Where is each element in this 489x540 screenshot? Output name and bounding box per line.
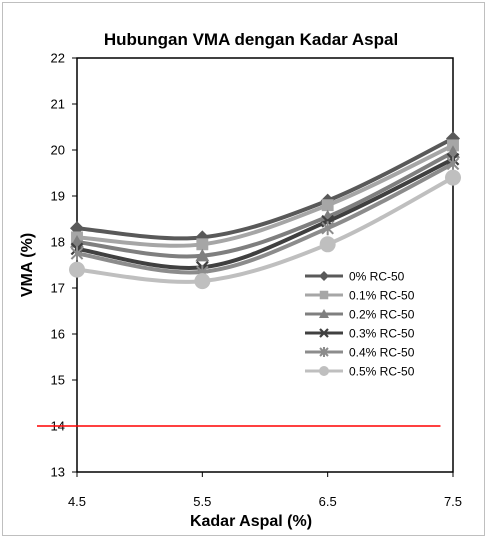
x-tick-label: 4.5 bbox=[68, 494, 86, 509]
y-tick-label: 16 bbox=[51, 327, 65, 342]
legend-swatch-marker bbox=[319, 366, 329, 376]
legend-label: 0.5% RC-50 bbox=[349, 365, 415, 379]
legend-label: 0% RC-50 bbox=[349, 270, 405, 284]
data-point bbox=[321, 221, 334, 236]
legend-item: 0.4% RC-50 bbox=[305, 346, 415, 360]
legend-item: 0.1% RC-50 bbox=[305, 289, 415, 303]
legend-swatch-marker bbox=[319, 271, 329, 281]
series-group bbox=[69, 131, 461, 290]
legend-item: 0.3% RC-50 bbox=[305, 327, 415, 341]
x-tick-label: 6.5 bbox=[319, 494, 337, 509]
legend-item: 0.5% RC-50 bbox=[305, 365, 415, 379]
legend-swatch-marker bbox=[319, 309, 329, 318]
series-line bbox=[75, 157, 455, 270]
data-point bbox=[446, 156, 460, 171]
x-tick-label: 7.5 bbox=[444, 494, 462, 509]
legend-item: 0.2% RC-50 bbox=[305, 308, 415, 322]
legend-label: 0.1% RC-50 bbox=[349, 289, 415, 303]
y-tick-label: 13 bbox=[51, 465, 65, 480]
data-point bbox=[196, 238, 209, 251]
series-line bbox=[75, 161, 455, 275]
series-line bbox=[75, 143, 455, 248]
y-axis-label: VMA (%) bbox=[19, 233, 36, 297]
legend-item: 0% RC-50 bbox=[305, 270, 405, 284]
y-tick-label: 22 bbox=[51, 51, 65, 66]
data-point bbox=[70, 246, 84, 261]
x-axis-ticks: 4.5 5.5 6.5 7.5 bbox=[68, 472, 462, 509]
series-5 bbox=[69, 169, 461, 290]
legend-swatch-marker bbox=[319, 347, 329, 357]
legend-label: 0.3% RC-50 bbox=[349, 327, 415, 341]
data-point bbox=[69, 261, 85, 278]
legend: 0% RC-50 0.1% RC-50 0.2% RC-50 0.3% RC-50 0.… bbox=[305, 270, 415, 379]
data-point bbox=[445, 169, 461, 186]
x-tick-label: 5.5 bbox=[193, 494, 211, 509]
data-point bbox=[321, 199, 334, 212]
y-tick-label: 18 bbox=[51, 235, 65, 250]
series-line bbox=[75, 136, 455, 241]
chart-title: Hubungan VMA dengan Kadar Aspal bbox=[104, 30, 398, 49]
data-point bbox=[319, 236, 336, 253]
y-tick-label: 17 bbox=[51, 281, 65, 296]
legend-label: 0.4% RC-50 bbox=[349, 346, 415, 360]
y-tick-label: 20 bbox=[51, 143, 65, 158]
data-point bbox=[195, 248, 210, 262]
y-tick-label: 21 bbox=[51, 97, 65, 112]
data-point bbox=[194, 273, 211, 290]
legend-swatch-marker bbox=[319, 290, 329, 300]
x-axis-label: Kadar Aspal (%) bbox=[190, 513, 312, 530]
legend-label: 0.2% RC-50 bbox=[349, 308, 415, 322]
y-tick-label: 19 bbox=[51, 189, 65, 204]
series-line bbox=[75, 150, 455, 259]
legend-swatch-marker bbox=[319, 328, 329, 338]
series-line bbox=[75, 175, 455, 284]
y-tick-label: 15 bbox=[51, 373, 65, 388]
